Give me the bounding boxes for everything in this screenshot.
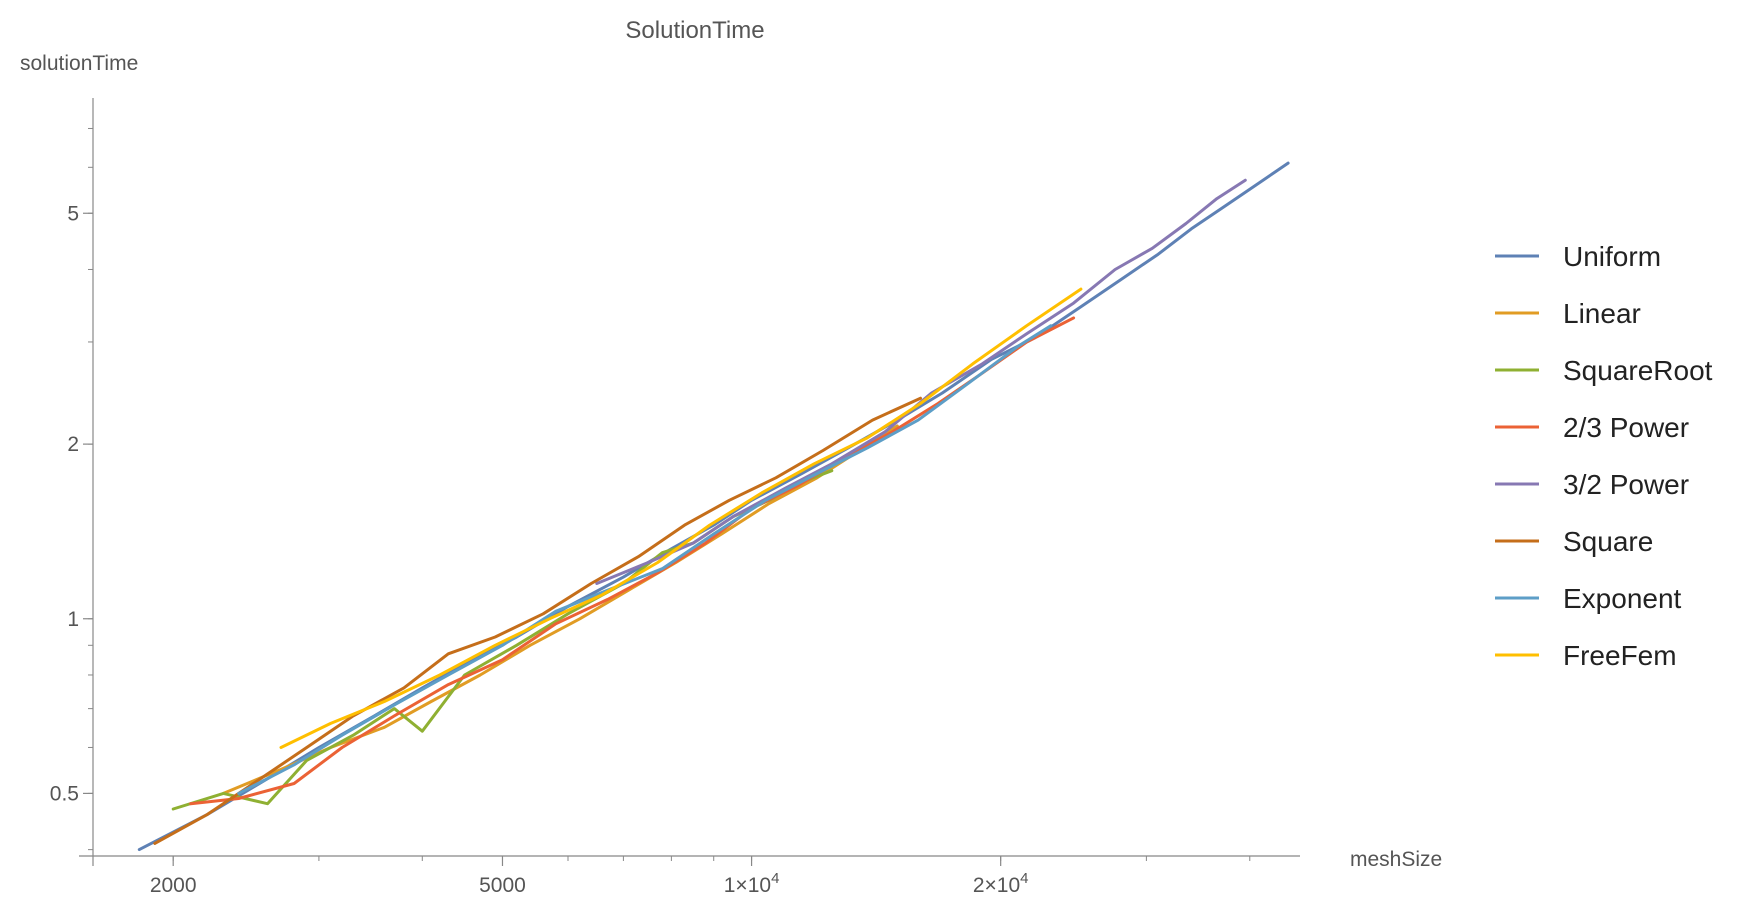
series-line-uniform — [137, 161, 1290, 852]
legend-label-3-2-power: 3/2 Power — [1563, 469, 1689, 500]
series-line-2-3-power — [189, 316, 1076, 806]
legend-label-2-3-power: 2/3 Power — [1563, 412, 1689, 443]
chart-title: SolutionTime — [625, 17, 764, 44]
series-line-square — [153, 396, 922, 845]
y-tick-label: 0.5 — [50, 782, 79, 805]
y-tick-label: 1 — [67, 608, 79, 631]
x-tick-label: 2×104 — [973, 870, 1029, 897]
series-line-exponent — [237, 324, 1053, 795]
series-line-linear — [221, 424, 899, 795]
series-line-3-2-power — [595, 178, 1247, 585]
x-tick-label: 1×104 — [724, 870, 780, 897]
x-tick-label: 2000 — [150, 874, 197, 897]
legend-label-linear: Linear — [1563, 298, 1641, 329]
y-tick-label: 2 — [67, 433, 79, 456]
y-tick-label: 5 — [67, 202, 79, 225]
legend-label-square: Square — [1563, 526, 1653, 557]
legend-label-freefem: FreeFem — [1563, 640, 1677, 671]
x-axis-title: meshSize — [1350, 848, 1442, 871]
legend: Uniform Linear SquareRoot 2/3 Power 3/2 Powe… — [1495, 241, 1713, 671]
series-layer — [137, 161, 1290, 852]
series-line-freefem — [279, 287, 1083, 749]
legend-label-exponent: Exponent — [1563, 583, 1682, 614]
axes: 2000 5000 1×104 2×104 0.5 1 2 5 — [50, 98, 1300, 897]
x-tick-label: 5000 — [479, 874, 526, 897]
legend-label-squareroot: SquareRoot — [1563, 355, 1713, 386]
legend-label-uniform: Uniform — [1563, 241, 1661, 272]
y-axis-title: solutionTime — [20, 52, 138, 75]
